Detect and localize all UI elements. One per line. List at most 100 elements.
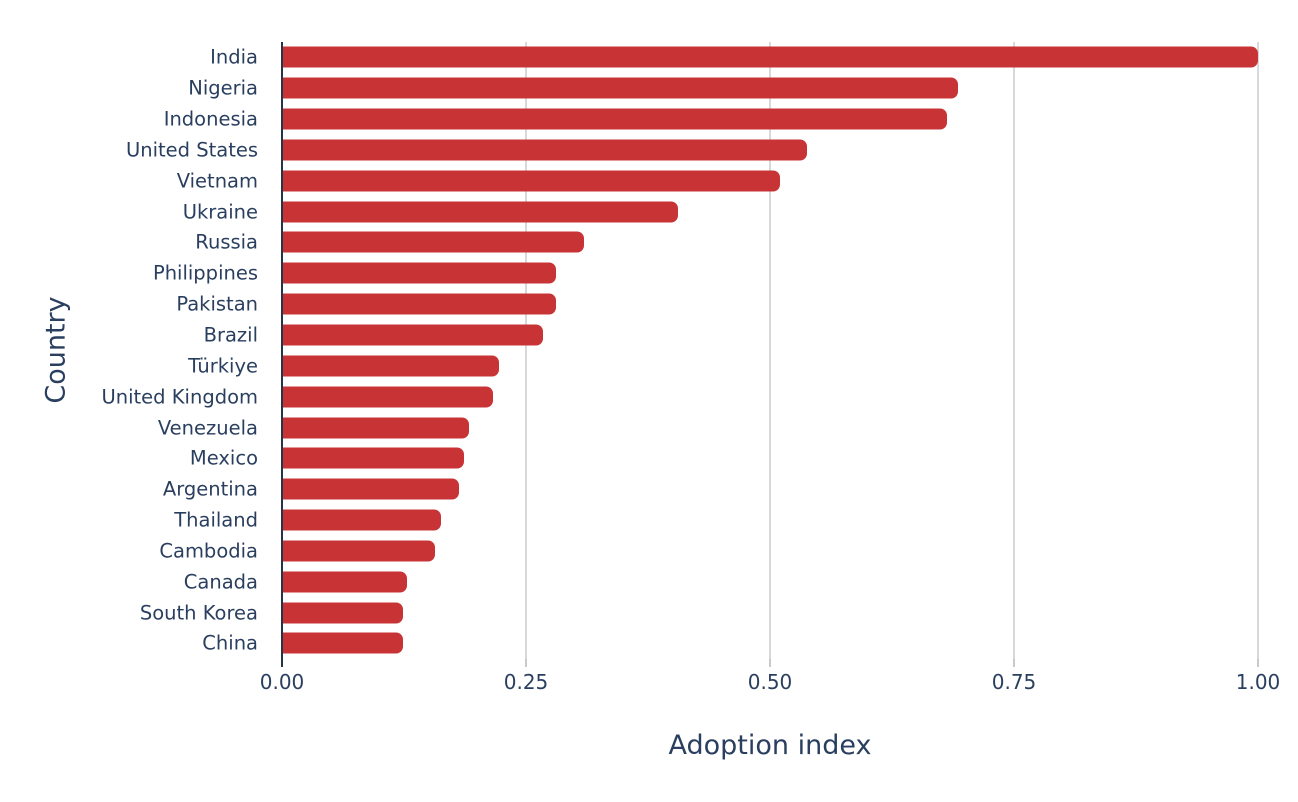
label-row-nigeria: Nigeria <box>0 73 270 104</box>
bar-brazil[interactable] <box>282 324 543 346</box>
bar-thailand[interactable] <box>282 509 442 531</box>
bar-row-thailand <box>282 505 1258 536</box>
label-row-india: India <box>0 42 270 73</box>
label-row-united-kingdom: United Kingdom <box>0 381 270 412</box>
bar-argentina[interactable] <box>282 478 459 500</box>
label-row-philippines: Philippines <box>0 258 270 289</box>
bar-pakistan[interactable] <box>282 293 557 315</box>
bar-china[interactable] <box>282 632 404 654</box>
bar-row-united-states <box>282 135 1258 166</box>
bar-row-vietnam <box>282 165 1258 196</box>
bar-row-brazil <box>282 320 1258 351</box>
bar-row-ukraine <box>282 196 1258 227</box>
label-row-vietnam: Vietnam <box>0 165 270 196</box>
bar-indonesia[interactable] <box>282 108 947 130</box>
x-tick-0.00 <box>281 659 283 667</box>
label-row-indonesia: Indonesia <box>0 104 270 135</box>
category-label-south-korea: South Korea <box>139 601 258 625</box>
bar-row-cambodia <box>282 536 1258 567</box>
bar-row-canada <box>282 566 1258 597</box>
bar-united-kingdom[interactable] <box>282 386 493 408</box>
label-row-united-states: United States <box>0 135 270 166</box>
label-row-canada: Canada <box>0 566 270 597</box>
x-tick-label-0.25: 0.25 <box>503 670 549 694</box>
bar-row-nigeria <box>282 73 1258 104</box>
bar-row-indonesia <box>282 104 1258 135</box>
bar-mexico[interactable] <box>282 447 464 469</box>
bar-india[interactable] <box>282 46 1258 68</box>
category-label-brazil: Brazil <box>203 323 258 347</box>
label-row-south-korea: South Korea <box>0 597 270 628</box>
category-label-t-rkiye: Türkiye <box>188 354 258 378</box>
label-row-argentina: Argentina <box>0 474 270 505</box>
label-row-china: China <box>0 628 270 659</box>
x-axis-title: Adoption index <box>668 730 872 761</box>
bar-row-south-korea <box>282 597 1258 628</box>
label-row-thailand: Thailand <box>0 505 270 536</box>
bar-row-venezuela <box>282 412 1258 443</box>
gridline-x-1 <box>1257 42 1259 659</box>
category-label-pakistan: Pakistan <box>176 292 258 316</box>
bar-canada[interactable] <box>282 571 407 593</box>
label-row-brazil: Brazil <box>0 320 270 351</box>
label-row-cambodia: Cambodia <box>0 536 270 567</box>
label-row-mexico: Mexico <box>0 443 270 474</box>
x-tick-1.00 <box>1257 659 1259 667</box>
bar-row-philippines <box>282 258 1258 289</box>
category-label-united-states: United States <box>125 138 258 162</box>
category-label-vietnam: Vietnam <box>176 169 258 193</box>
bar-row-india <box>282 42 1258 73</box>
bar-venezuela[interactable] <box>282 417 470 439</box>
bar-united-states[interactable] <box>282 139 808 161</box>
bar-row-pakistan <box>282 289 1258 320</box>
category-label-mexico: Mexico <box>189 446 258 470</box>
bar-row-t-rkiye <box>282 350 1258 381</box>
plot-area: India Nigeria Indonesia United States Vietna… <box>101 42 1259 659</box>
bar-cambodia[interactable] <box>282 540 436 562</box>
x-tick-label-0.00: 0.00 <box>259 670 305 694</box>
category-label-russia: Russia <box>195 230 258 254</box>
label-row-russia: Russia <box>0 227 270 258</box>
gridline-x-0.25 <box>525 42 527 659</box>
category-label-ukraine: Ukraine <box>182 200 258 224</box>
bar-philippines[interactable] <box>282 262 557 284</box>
category-label-indonesia: Indonesia <box>163 107 258 131</box>
bar-south-korea[interactable] <box>282 602 404 624</box>
label-row-t-rkiye: Türkiye <box>0 350 270 381</box>
gridline-x-0.75 <box>1013 42 1015 659</box>
category-label-india: India <box>210 45 258 69</box>
category-label-argentina: Argentina <box>162 477 258 501</box>
x-tick-label-0.50: 0.50 <box>747 670 793 694</box>
category-label-china: China <box>202 631 258 655</box>
x-tick-label-1.00: 1.00 <box>1235 670 1281 694</box>
label-row-ukraine: Ukraine <box>0 196 270 227</box>
y-axis-line <box>281 42 283 659</box>
category-label-united-kingdom: United Kingdom <box>101 385 258 409</box>
x-tick-label-0.75: 0.75 <box>991 670 1037 694</box>
category-label-philippines: Philippines <box>152 261 258 285</box>
category-label-venezuela: Venezuela <box>157 416 258 440</box>
bar-series <box>282 42 1258 659</box>
label-row-venezuela: Venezuela <box>0 412 270 443</box>
bar-ukraine[interactable] <box>282 201 679 223</box>
bar-nigeria[interactable] <box>282 77 959 99</box>
category-label-nigeria: Nigeria <box>188 76 258 100</box>
gridline-x-0.5 <box>769 42 771 659</box>
bar-russia[interactable] <box>282 231 584 253</box>
x-tick-0.50 <box>769 659 771 667</box>
bar-row-argentina <box>282 474 1258 505</box>
category-label-canada: Canada <box>183 570 258 594</box>
category-label-thailand: Thailand <box>174 508 258 532</box>
category-label-cambodia: Cambodia <box>159 539 258 563</box>
bar-row-russia <box>282 227 1258 258</box>
bar-row-mexico <box>282 443 1258 474</box>
x-tick-0.25 <box>525 659 527 667</box>
bar-row-china <box>282 628 1258 659</box>
bar-t-rkiye[interactable] <box>282 355 499 377</box>
bar-row-united-kingdom <box>282 381 1258 412</box>
category-axis-labels: India Nigeria Indonesia United States Vietna… <box>0 42 270 659</box>
bar-vietnam[interactable] <box>282 170 780 192</box>
label-row-pakistan: Pakistan <box>0 289 270 320</box>
x-tick-0.75 <box>1013 659 1015 667</box>
